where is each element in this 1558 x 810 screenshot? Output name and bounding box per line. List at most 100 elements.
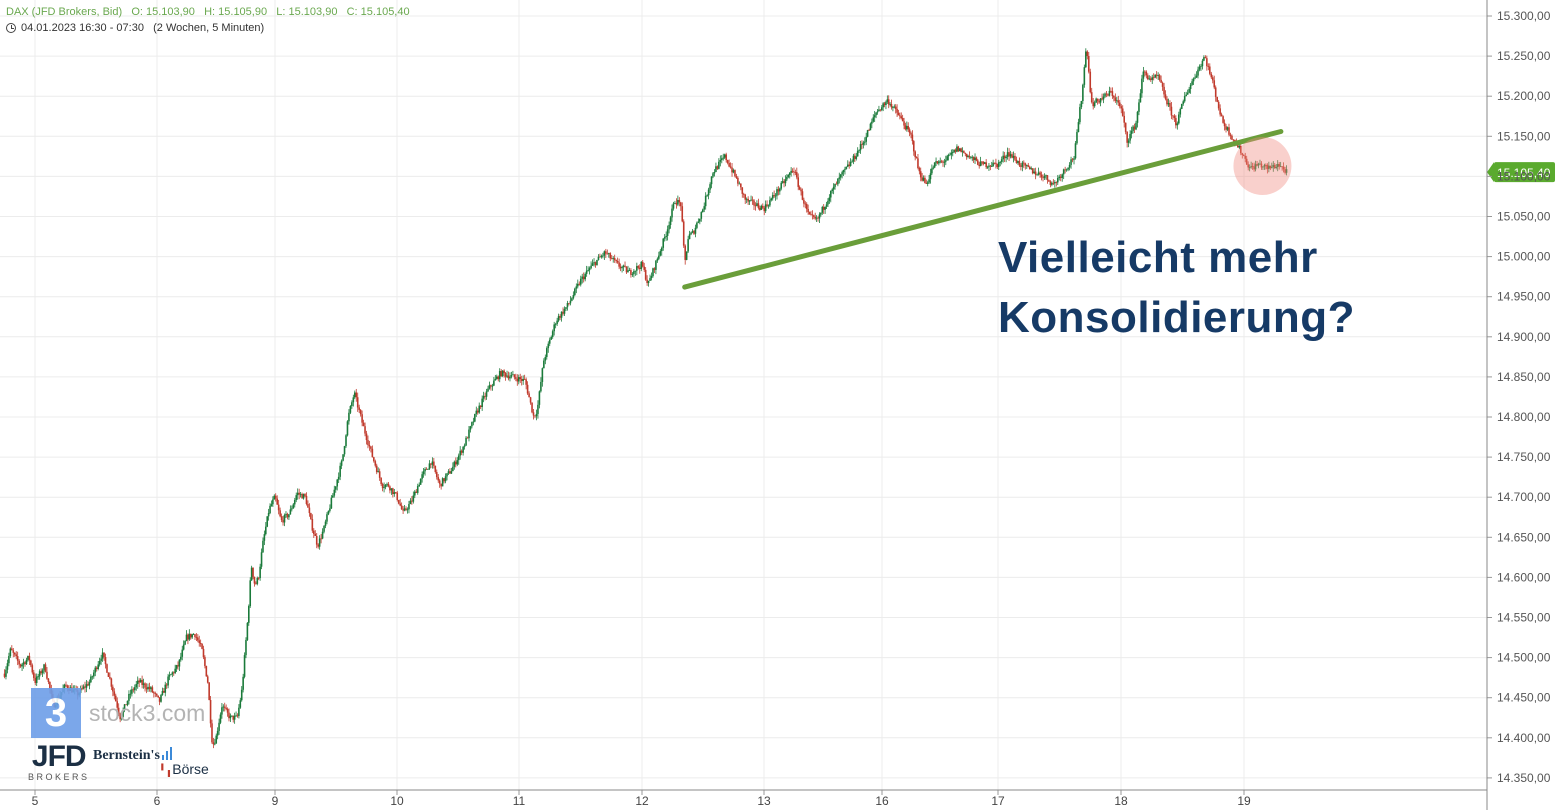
candle-body xyxy=(1058,176,1061,179)
candle-body xyxy=(310,513,312,519)
candle-body xyxy=(805,203,808,210)
interval-label: (2 Wochen, 5 Minuten) xyxy=(153,22,265,34)
candle-body xyxy=(1203,57,1205,61)
candle-body xyxy=(170,674,172,676)
candle-body xyxy=(428,463,431,470)
candle-body xyxy=(1204,57,1207,59)
candle-body xyxy=(972,156,975,161)
candle-body xyxy=(1049,181,1052,185)
candle-body xyxy=(643,266,645,270)
candle-body xyxy=(1263,164,1266,167)
candle-body xyxy=(970,156,972,158)
candle-body xyxy=(329,508,331,511)
candle-body xyxy=(917,158,919,169)
candle-body xyxy=(453,461,456,467)
candle-body xyxy=(738,183,741,185)
candle-body xyxy=(1003,155,1006,159)
candle-body xyxy=(138,680,140,683)
candle-body xyxy=(175,665,178,669)
candle-body xyxy=(1042,177,1044,179)
candle-body xyxy=(148,686,151,690)
candle-body xyxy=(696,222,698,228)
candle-body xyxy=(1248,167,1251,169)
candle-body xyxy=(1169,102,1171,107)
candle-body xyxy=(1183,95,1186,102)
candle-body xyxy=(655,260,657,270)
candle-body xyxy=(560,311,563,318)
candle-body xyxy=(209,700,212,724)
candle-body xyxy=(18,660,20,665)
candle-body xyxy=(232,715,235,720)
candle-body xyxy=(485,391,488,397)
candle-body xyxy=(663,237,666,239)
candle-body xyxy=(753,200,755,206)
candle-body xyxy=(323,525,325,532)
candle-body xyxy=(800,189,802,192)
candle-body xyxy=(1223,122,1226,127)
candle-body xyxy=(844,168,846,170)
candle-body xyxy=(1250,166,1252,168)
candle-body xyxy=(609,253,612,259)
candle-body xyxy=(1178,114,1180,124)
candle-body xyxy=(1186,92,1189,95)
candle-body xyxy=(668,225,670,230)
candle-body xyxy=(572,295,575,299)
candle-body xyxy=(327,510,330,515)
candle-body xyxy=(1008,152,1010,157)
candle-body xyxy=(983,162,986,164)
candle-body xyxy=(84,686,86,688)
candle-body xyxy=(346,421,349,436)
candle-body xyxy=(269,505,271,514)
candle-body xyxy=(1161,82,1164,87)
candle-body xyxy=(889,104,891,105)
candle-body xyxy=(151,687,154,693)
candle-body xyxy=(666,229,669,236)
candle-body xyxy=(283,514,286,523)
candle-body xyxy=(98,660,101,665)
candle-body xyxy=(1192,78,1195,82)
candle-body xyxy=(465,437,467,446)
candle-body xyxy=(447,471,450,474)
candle-body xyxy=(119,713,121,720)
candle-body xyxy=(66,685,69,689)
candle-body xyxy=(1285,169,1288,173)
candle-body xyxy=(575,286,578,289)
candle-body xyxy=(38,671,41,677)
candle-body xyxy=(520,379,523,381)
candle-body xyxy=(1275,167,1278,168)
candle-body xyxy=(899,115,901,117)
candle-body xyxy=(735,176,738,178)
candle-body xyxy=(671,208,673,218)
candle-body xyxy=(245,639,247,656)
candle-body xyxy=(519,377,522,380)
candle-body xyxy=(1039,172,1041,175)
candle-body xyxy=(393,492,396,495)
candle-body xyxy=(501,370,504,377)
jfd-logo-sub: BROKERS xyxy=(28,772,90,782)
candle-body xyxy=(252,567,254,577)
candle-body xyxy=(791,170,794,172)
candle-body xyxy=(1117,100,1120,103)
candle-body xyxy=(997,162,1000,168)
candle-body xyxy=(958,148,961,152)
candle-body xyxy=(324,521,327,526)
candle-body xyxy=(326,514,328,522)
candle-body xyxy=(784,179,787,184)
candle-body xyxy=(291,508,293,510)
candle-body xyxy=(1009,154,1012,157)
candle-body xyxy=(250,567,253,581)
candle-body xyxy=(1015,159,1018,164)
candle-body xyxy=(462,446,464,453)
candle-body xyxy=(821,206,824,213)
candle-body xyxy=(1083,67,1086,85)
candle-body xyxy=(421,474,423,479)
highlight-circle xyxy=(1233,136,1292,195)
candle-body xyxy=(825,204,828,207)
candle-body xyxy=(147,686,149,690)
candle-body xyxy=(46,671,48,679)
candle-body xyxy=(409,500,412,505)
candle-body xyxy=(435,472,438,478)
candle-body xyxy=(893,106,896,108)
candle-body xyxy=(968,155,971,157)
